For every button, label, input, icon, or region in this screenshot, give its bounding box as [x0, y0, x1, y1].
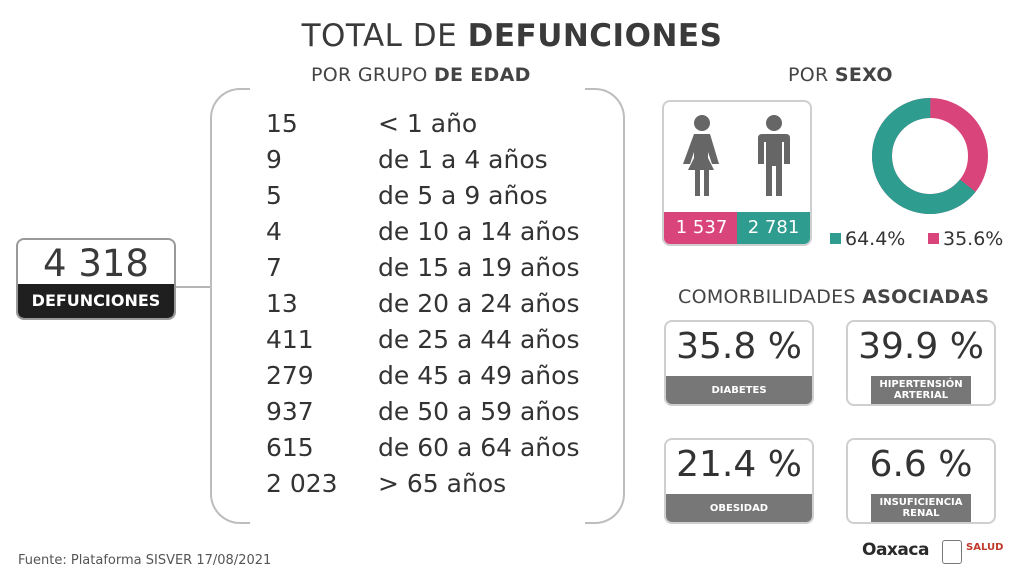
- comorbidities-subtitle: COMORBILIDADES ASOCIADAS: [678, 286, 990, 308]
- comorbidity-card-diabetes: 35.8 % DIABETES: [664, 320, 814, 406]
- age-range: de 15 a 19 años: [378, 253, 580, 282]
- age-range: de 20 a 24 años: [378, 289, 580, 318]
- legend-male: 64.4%: [830, 228, 905, 250]
- age-range: > 65 años: [378, 469, 507, 498]
- comorbidity-card-renal: 6.6 % INSUFICIENCIA RENAL: [846, 438, 996, 524]
- age-range: de 50 a 59 años: [378, 397, 580, 426]
- comorbidity-label: DIABETES: [666, 376, 812, 404]
- age-count: 937: [266, 397, 314, 426]
- comorbidity-value: 21.4 %: [676, 444, 802, 485]
- age-count: 2 023: [266, 469, 338, 498]
- age-range: de 1 a 4 años: [378, 145, 548, 174]
- comorbidity-card-hypertension: 39.9 % HIPERTENSIÓN ARTERIAL: [846, 320, 996, 406]
- age-count: 411: [266, 325, 314, 354]
- logos: Oaxaca SALUD: [862, 538, 1012, 568]
- legend-female-swatch: [928, 233, 939, 244]
- page-title: TOTAL DE DEFUNCIONES: [301, 18, 723, 54]
- female-count: 1 537: [664, 212, 739, 244]
- age-count: 4: [266, 217, 282, 246]
- man-icon: [758, 115, 790, 196]
- comorbidity-card-obesity: 21.4 % OBESIDAD: [664, 438, 814, 524]
- source-note: Fuente: Plataforma SISVER 17/08/2021: [18, 553, 272, 568]
- age-bracket-left: [210, 88, 250, 524]
- total-deaths-box: 4 318 DEFUNCIONES: [16, 238, 176, 320]
- age-range: de 10 a 14 años: [378, 217, 580, 246]
- comorbidity-value: 6.6 %: [869, 444, 973, 485]
- age-range: de 45 a 49 años: [378, 361, 580, 390]
- total-deaths-value: 4 318: [43, 242, 149, 285]
- age-count: 279: [266, 361, 314, 390]
- salud-logo: SALUD: [966, 542, 1004, 553]
- comorbidity-label: HIPERTENSIÓN ARTERIAL: [871, 376, 971, 404]
- sex-card: 1 537 2 781: [662, 100, 812, 246]
- age-count: 13: [266, 289, 298, 318]
- total-deaths-label: DEFUNCIONES: [18, 284, 174, 318]
- legend-female: 35.6%: [928, 228, 1003, 250]
- comorbidity-value: 35.8 %: [676, 326, 802, 367]
- comorbidity-value: 39.9 %: [858, 326, 984, 367]
- age-bracket-right: [585, 88, 625, 524]
- age-count: 9: [266, 145, 282, 174]
- sex-subtitle: POR SEXO: [788, 64, 893, 86]
- seal-icon: [942, 540, 962, 564]
- woman-icon: [683, 115, 719, 196]
- comorbidity-label: INSUFICIENCIA RENAL: [871, 494, 971, 522]
- sex-donut-chart: [872, 98, 988, 214]
- age-count: 7: [266, 253, 282, 282]
- legend-male-swatch: [830, 233, 841, 244]
- age-count: 5: [266, 181, 282, 210]
- male-count: 2 781: [737, 212, 810, 244]
- donut-male-segment: [872, 98, 988, 214]
- age-range: de 5 a 9 años: [378, 181, 548, 210]
- age-count: 615: [266, 433, 314, 462]
- age-count: 15: [266, 109, 298, 138]
- age-range: de 60 a 64 años: [378, 433, 580, 462]
- age-subtitle: POR GRUPO DE EDAD: [311, 64, 531, 86]
- connector-line: [176, 286, 212, 288]
- comorbidity-label: OBESIDAD: [666, 494, 812, 522]
- oaxaca-logo: Oaxaca: [862, 540, 929, 560]
- age-range: < 1 año: [378, 109, 478, 138]
- age-range: de 25 a 44 años: [378, 325, 580, 354]
